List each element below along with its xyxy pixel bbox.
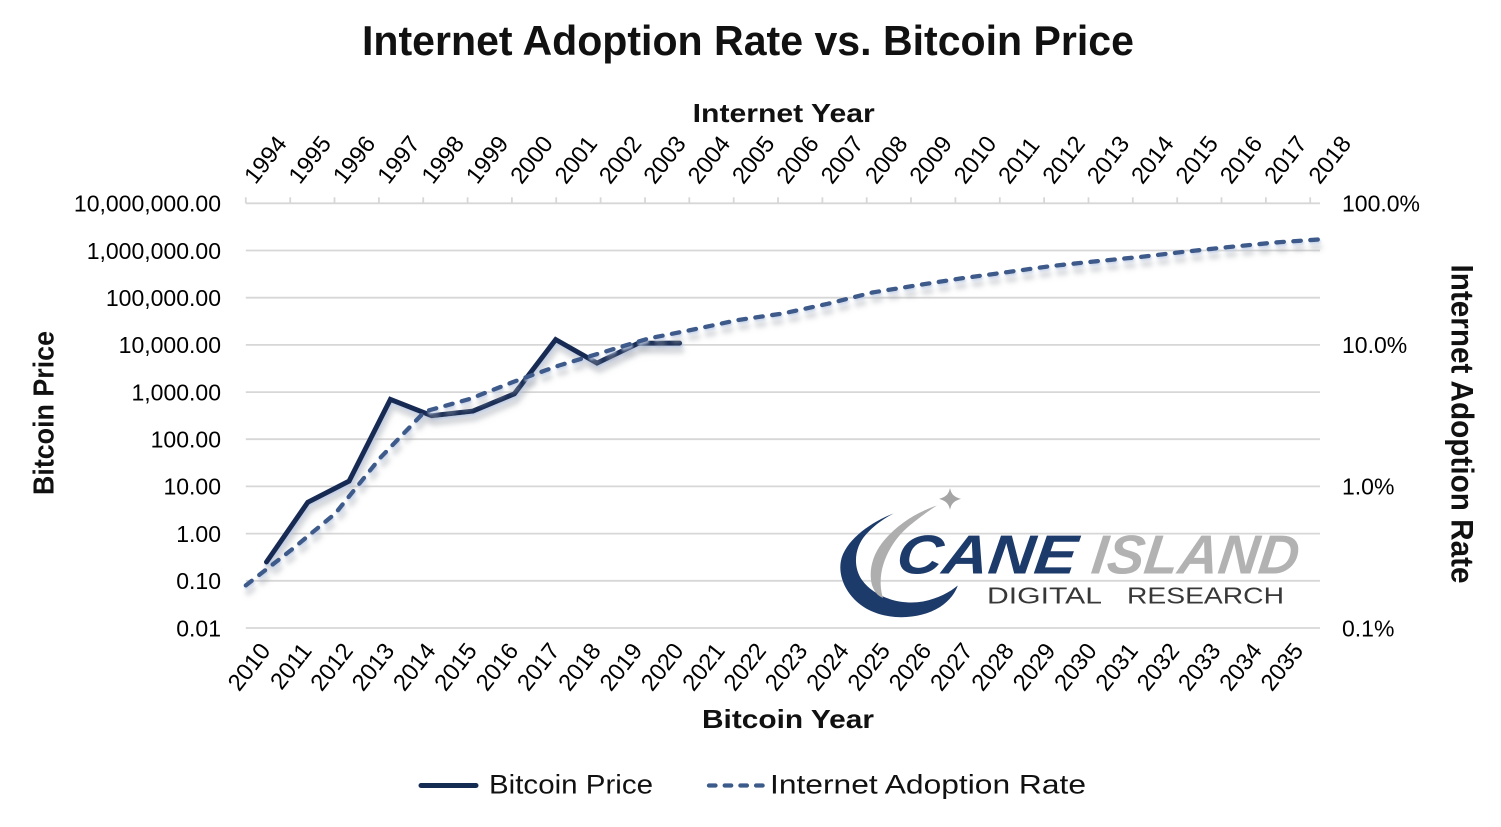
svg-text:10.0%: 10.0% — [1342, 332, 1407, 358]
svg-text:100.0%: 100.0% — [1342, 191, 1420, 217]
svg-text:1,000,000.00: 1,000,000.00 — [87, 238, 221, 264]
svg-text:0.1%: 0.1% — [1342, 615, 1394, 641]
svg-text:10.00: 10.00 — [163, 474, 221, 500]
svg-text:0.01: 0.01 — [176, 615, 221, 641]
svg-text:ISLAND: ISLAND — [1089, 524, 1304, 586]
svg-text:1.0%: 1.0% — [1342, 474, 1394, 500]
svg-text:Bitcoin Price: Bitcoin Price — [29, 331, 61, 495]
svg-text:Internet Year: Internet Year — [693, 98, 875, 128]
svg-text:100,000.00: 100,000.00 — [106, 285, 221, 311]
svg-text:10,000,000.00: 10,000,000.00 — [74, 191, 221, 217]
svg-text:1,000.00: 1,000.00 — [131, 379, 221, 405]
svg-text:Internet Adoption Rate vs. Bit: Internet Adoption Rate vs. Bitcoin Price — [362, 17, 1134, 64]
svg-text:Internet Adoption Rate: Internet Adoption Rate — [1445, 265, 1481, 584]
svg-text:10,000.00: 10,000.00 — [119, 332, 221, 358]
svg-text:100.00: 100.00 — [151, 427, 221, 453]
svg-text:DIGITAL: DIGITAL — [987, 583, 1102, 609]
svg-text:Bitcoin Price: Bitcoin Price — [489, 770, 653, 800]
svg-text:Bitcoin Year: Bitcoin Year — [702, 704, 874, 734]
svg-text:Internet Adoption Rate: Internet Adoption Rate — [770, 770, 1086, 800]
svg-text:CANE: CANE — [894, 524, 1084, 586]
svg-text:RESEARCH: RESEARCH — [1127, 583, 1284, 609]
svg-text:0.10: 0.10 — [176, 568, 221, 594]
svg-text:1.00: 1.00 — [176, 521, 221, 547]
